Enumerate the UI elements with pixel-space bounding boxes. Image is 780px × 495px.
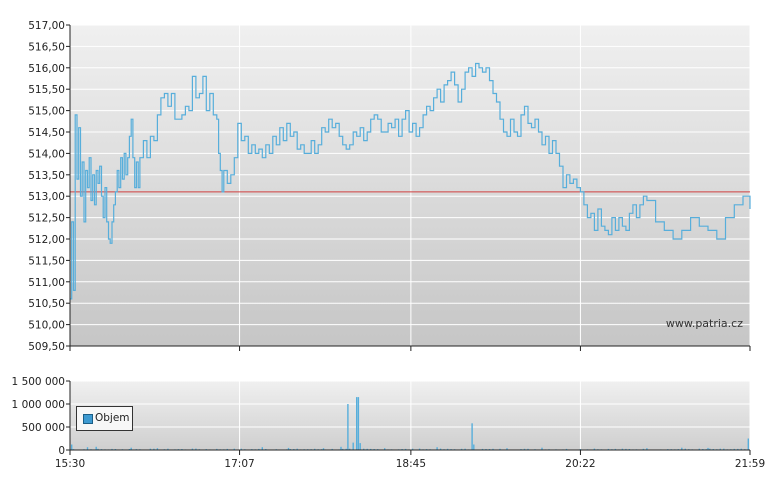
x-tick-label: 21:59 bbox=[735, 458, 765, 470]
price-y-tick-label: 514,50 bbox=[28, 127, 65, 139]
price-y-tick-label: 512,00 bbox=[28, 234, 65, 246]
price-y-tick-label: 511,50 bbox=[28, 255, 65, 267]
price-y-tick-label: 517,00 bbox=[28, 20, 65, 32]
price-y-tick-label: 513,00 bbox=[28, 191, 65, 203]
price-y-tick-label: 515,00 bbox=[28, 106, 65, 118]
price-y-tick-label: 516,50 bbox=[28, 41, 65, 53]
volume-bar bbox=[347, 404, 348, 450]
volume-y-tick-label: 0 bbox=[58, 445, 65, 457]
volume-legend: Objem bbox=[76, 406, 133, 431]
volume-bar bbox=[473, 445, 474, 451]
price-x-ticks bbox=[70, 346, 750, 351]
volume-bar bbox=[471, 423, 472, 450]
price-y-tick-label: 510,50 bbox=[28, 298, 65, 310]
price-y-tick-label: 509,50 bbox=[28, 341, 65, 353]
volume-bar bbox=[358, 397, 359, 450]
volume-bar bbox=[360, 443, 361, 450]
volume-bar bbox=[356, 397, 357, 450]
price-y-axis: 517,00 516,50 516,00 515,50 515,00 514,50 514,… bbox=[28, 20, 70, 353]
price-y-tick-label: 510,00 bbox=[28, 320, 65, 332]
price-y-tick-label: 511,00 bbox=[28, 277, 65, 289]
x-tick-label: 20:22 bbox=[565, 458, 595, 470]
volume-y-tick-label: 1 500 000 bbox=[12, 376, 65, 388]
volume-plot-area bbox=[70, 381, 750, 450]
volume-bar bbox=[748, 439, 749, 451]
watermark: www.patria.cz bbox=[666, 317, 743, 330]
volume-bar bbox=[71, 445, 72, 451]
x-tick-label: 15:30 bbox=[55, 458, 85, 470]
price-y-tick-label: 515,50 bbox=[28, 84, 65, 96]
price-y-tick-label: 512,50 bbox=[28, 213, 65, 225]
volume-y-tick-label: 1 000 000 bbox=[12, 399, 65, 411]
legend-label: Objem bbox=[95, 412, 130, 424]
volume-bar bbox=[353, 443, 354, 450]
price-plot-area bbox=[70, 25, 750, 346]
x-tick-label: 18:45 bbox=[396, 458, 426, 470]
volume-y-axis: 1 500 000 1 000 000 500 000 0 bbox=[12, 376, 70, 457]
price-y-tick-label: 513,50 bbox=[28, 170, 65, 182]
volume-y-tick-label: 500 000 bbox=[22, 422, 65, 434]
volume-x-ticks: 15:30 17:07 18:45 20:22 21:59 bbox=[55, 450, 765, 470]
x-tick-label: 17:07 bbox=[224, 458, 254, 470]
price-y-tick-label: 516,00 bbox=[28, 63, 65, 75]
legend-swatch-icon bbox=[83, 414, 93, 424]
price-y-tick-label: 514,00 bbox=[28, 148, 65, 160]
